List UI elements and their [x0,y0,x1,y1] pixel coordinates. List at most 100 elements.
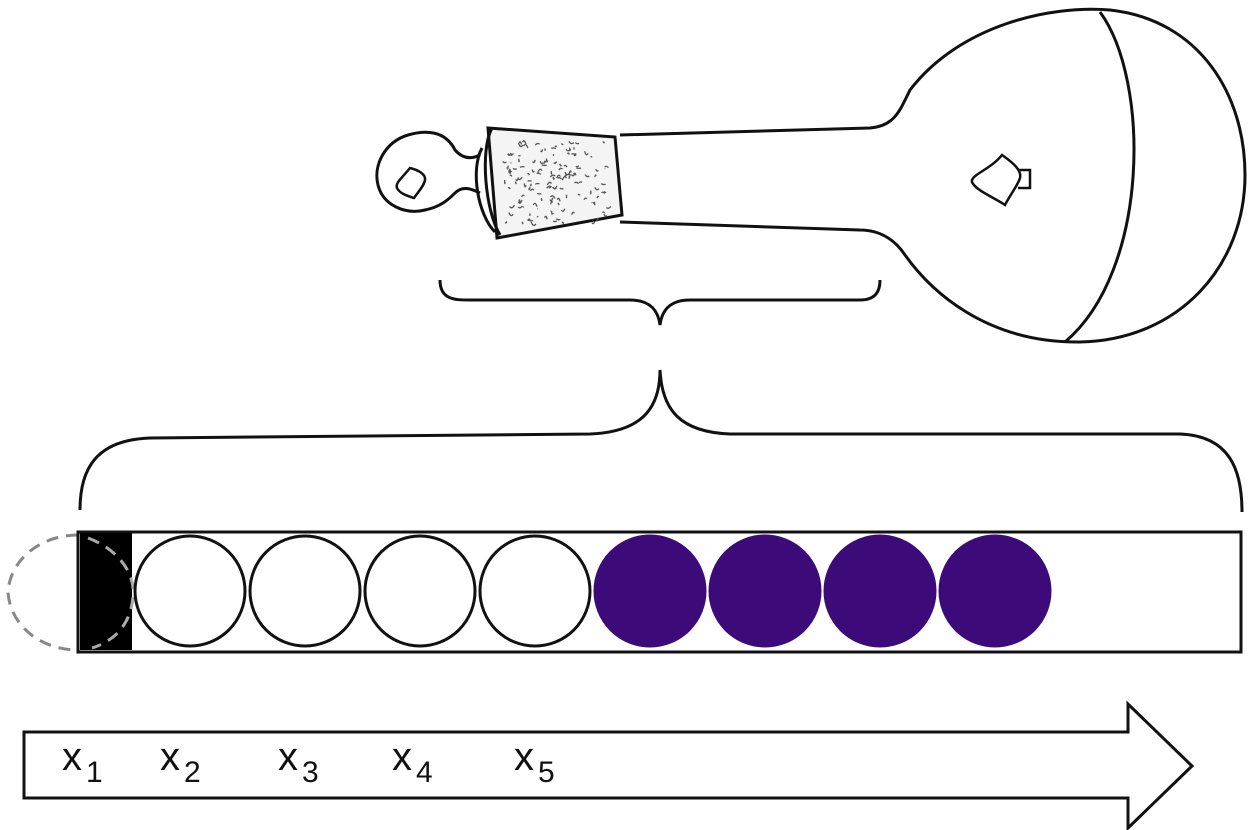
cork-speck [532,202,538,207]
lower-brace [78,369,1244,513]
empty-ball [248,534,362,648]
cork-speck [515,177,520,182]
cork-speck [577,193,581,196]
cork-speck [553,161,558,165]
cork-speck [592,202,596,205]
cork-speck [552,176,555,180]
empty-ball [363,534,477,648]
axis-arrow [22,700,1195,830]
filled-ball [823,534,937,648]
cork-speck [502,160,507,164]
cork-speck [507,186,511,190]
cork-speck [522,143,529,149]
cork-speck [509,152,514,155]
cork-speck [518,141,523,145]
cork-speck [540,198,543,202]
cork-speck [518,199,521,204]
cork-speck [534,142,541,146]
cork-speck [596,217,599,222]
cork-speck [594,174,597,178]
cork-speck [523,183,527,188]
flask-meridian [1064,11,1136,344]
flask-spade-mark [970,153,1022,207]
cork-speck [537,168,543,173]
cork-speck [551,211,553,215]
cork-speck [566,152,570,155]
cork-speck [603,213,608,217]
cork-speck [549,195,556,199]
cork-speck [536,215,539,218]
cork-speck [559,187,564,190]
cork-speck [561,221,565,225]
cork-speck [549,197,554,202]
cork-speck [570,172,576,177]
cork-speck [558,167,563,171]
cork-speck [529,188,535,192]
cork-speck [512,167,518,170]
tube-plug [80,533,132,650]
cork-speck [602,141,606,144]
cork-speck [574,181,580,185]
cork-speck [529,183,532,187]
cork-speck [517,205,523,209]
cork-speck [560,208,566,212]
cork-speck [532,159,536,164]
cork-rim [474,127,502,236]
cork-speck [605,206,612,210]
cork-speck [528,186,531,191]
cork-speck [508,168,511,173]
cork [486,126,624,240]
empty-ball [478,534,592,648]
cork-speck [546,185,552,189]
cork-speck [574,142,580,145]
cork-speck [568,140,575,145]
cork-speck [530,221,537,227]
cork-speck [595,168,599,172]
cork-speck [534,182,540,185]
cork-speck [508,212,514,217]
cork-speck [517,142,524,148]
cork-speck [604,165,609,169]
tube [6,530,1243,654]
cork-speck [560,143,564,146]
cork-texture [502,140,612,227]
flask [619,7,1247,344]
cork-speck [601,211,606,214]
cork-speck [584,174,590,178]
cork-speck [521,221,524,225]
cork-speck [555,218,561,221]
cork-speck [603,191,607,194]
cork-speck [584,151,589,156]
flask-spade-stem [1018,168,1032,190]
cork-speck [578,181,583,184]
cork-speck [591,221,596,225]
filled-ball [708,534,822,648]
empty-ball [133,534,247,648]
cork-speck [590,155,593,158]
ball-row [133,534,1052,648]
cork-speck [522,206,525,208]
cork-speck [571,211,575,215]
cork-speck [527,172,531,176]
cork-speck [504,221,508,224]
cork-speck [545,158,549,163]
cork-speck [600,183,606,186]
filled-ball [593,534,707,648]
cork-speck [559,163,562,167]
flask-body [619,7,1247,344]
upper-brace [438,279,882,326]
cork-speck [519,165,525,168]
cork-speck [563,164,568,168]
ghost-ball-inner [87,536,135,650]
cork-speck [527,218,531,221]
cork-speck [544,215,548,220]
cork-speck [552,185,558,190]
cork-speck [521,194,525,198]
cork-speck [596,195,600,199]
filled-ball [938,534,1052,648]
cork-speck [557,202,560,206]
cork-speck [514,181,517,185]
ghost-ball-outline [6,533,79,652]
cork-speck [521,140,527,145]
